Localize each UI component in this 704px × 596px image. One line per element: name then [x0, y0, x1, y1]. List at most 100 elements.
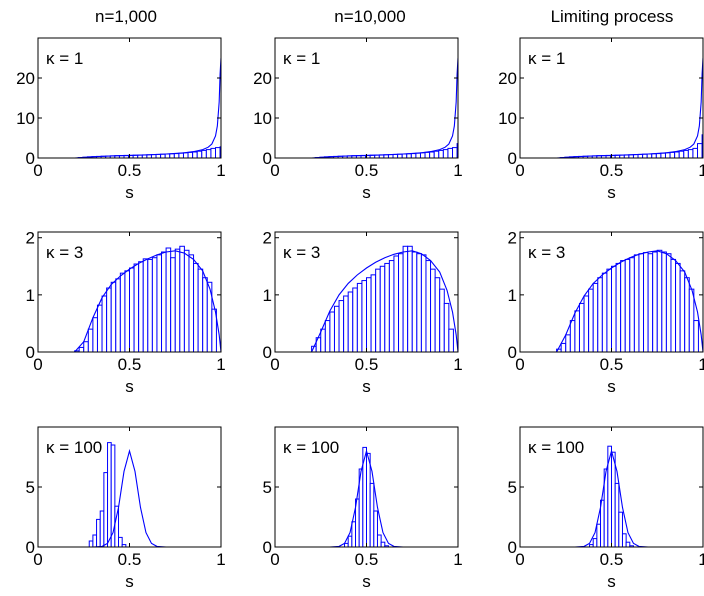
y-tick-label: 1 — [26, 286, 35, 305]
column-title: n=10,000 — [334, 7, 405, 26]
histogram-bar — [425, 260, 432, 352]
kappa-label: κ = 3 — [283, 243, 320, 262]
density-curve — [38, 448, 221, 547]
x-tick-label: 0 — [33, 550, 42, 569]
x-tick-label: 0.5 — [355, 161, 379, 180]
histogram-bar — [333, 305, 340, 352]
histogram-bar — [366, 277, 372, 352]
histogram-bar — [670, 258, 677, 352]
x-tick-label: 0 — [270, 161, 279, 180]
histogram-bar — [601, 272, 608, 352]
histogram-bar — [443, 302, 450, 352]
density-curve — [74, 57, 221, 158]
histogram-bar — [320, 328, 326, 352]
plot-area — [275, 446, 458, 547]
kappa-label: κ = 3 — [528, 243, 565, 262]
plot-area — [311, 245, 458, 352]
histogram-bar — [197, 268, 204, 352]
histogram-bar — [101, 295, 108, 352]
histogram-bar — [129, 267, 135, 352]
plot-area — [74, 245, 221, 352]
histogram-bar — [410, 153, 417, 158]
histogram-bar — [99, 510, 105, 547]
x-tick-label: 0.5 — [118, 550, 142, 569]
histogram-bar — [347, 291, 354, 352]
histogram-bar — [402, 245, 409, 352]
y-tick-label: 20 — [253, 69, 272, 88]
histogram-bar — [647, 253, 654, 352]
histogram-bar — [370, 274, 377, 352]
histogram-bar — [115, 278, 121, 352]
y-tick-label: 0 — [508, 343, 517, 362]
x-tick-label: 1 — [698, 161, 704, 180]
histogram-bar — [683, 149, 689, 158]
x-tick-label: 0 — [515, 161, 524, 180]
plot-area — [556, 57, 703, 158]
histogram-bar — [651, 153, 657, 158]
y-tick-label: 0 — [26, 149, 35, 168]
histogram-bar — [596, 523, 602, 547]
histogram-bar — [92, 534, 98, 547]
histogram-bar — [578, 302, 585, 352]
histogram-bar — [110, 281, 117, 352]
x-tick-label: 1 — [216, 355, 225, 374]
x-tick-label: 1 — [453, 550, 462, 569]
histogram-bar — [379, 265, 386, 352]
kappa-label: κ = 1 — [46, 49, 83, 68]
histogram-bar — [569, 320, 576, 352]
plot-area — [38, 442, 221, 547]
histogram-bar — [678, 150, 685, 158]
histogram-bar — [692, 147, 699, 158]
histogram-bar — [92, 317, 98, 352]
y-tick-label: 20 — [498, 69, 517, 88]
histogram-bar — [401, 153, 408, 158]
histogram-bar — [664, 152, 671, 158]
x-tick-label: 0.5 — [355, 355, 379, 374]
histogram-bar — [621, 533, 627, 547]
y-tick-label: 5 — [26, 478, 35, 497]
panel: 0 0.5 1 0 1 2 s κ = 3 — [26, 229, 226, 396]
kappa-label: κ = 3 — [46, 243, 83, 262]
histogram-bar — [361, 280, 367, 352]
histogram-bar — [151, 257, 158, 352]
histogram-bar — [674, 151, 680, 158]
column-title: Limiting process — [551, 7, 674, 26]
histogram-bar — [633, 254, 640, 352]
y-tick-label: 0 — [263, 149, 272, 168]
histogram-bar — [416, 253, 422, 352]
y-tick-label: 1 — [263, 286, 272, 305]
panel: 0 0.5 1 0 5 s κ = 100 — [26, 426, 226, 591]
histogram-bar — [366, 452, 371, 547]
histogram-bar — [173, 153, 180, 158]
histogram-bar — [106, 287, 112, 352]
histogram-bar — [87, 328, 94, 352]
histogram-bar — [147, 258, 153, 352]
histogram-bar — [119, 272, 126, 352]
histogram-bar — [574, 310, 580, 352]
histogram-bar — [205, 149, 212, 158]
histogram-bar — [179, 245, 185, 352]
histogram-bar — [669, 151, 676, 158]
histogram-bar — [643, 252, 649, 352]
histogram-bar — [165, 247, 172, 352]
y-tick-label: 10 — [498, 109, 517, 128]
y-tick-label: 2 — [508, 229, 517, 248]
histogram-bar — [174, 248, 181, 352]
histogram-bar — [376, 534, 382, 547]
plot-area — [74, 57, 221, 158]
histogram-bar — [187, 151, 194, 158]
plot-area — [311, 57, 458, 158]
x-tick-label: 0.5 — [600, 550, 624, 569]
x-tick-label: 0.5 — [118, 355, 142, 374]
column-title: n=1,000 — [95, 7, 157, 26]
histogram-bar — [452, 147, 458, 158]
x-axis-label: s — [362, 377, 371, 396]
histogram-bar — [646, 153, 653, 158]
histogram-bar — [433, 150, 440, 158]
histogram-bar — [78, 346, 85, 352]
y-tick-label: 5 — [263, 478, 272, 497]
histogram-bar — [182, 152, 189, 158]
histogram-bar — [693, 320, 699, 352]
histogram-bar — [183, 249, 190, 352]
